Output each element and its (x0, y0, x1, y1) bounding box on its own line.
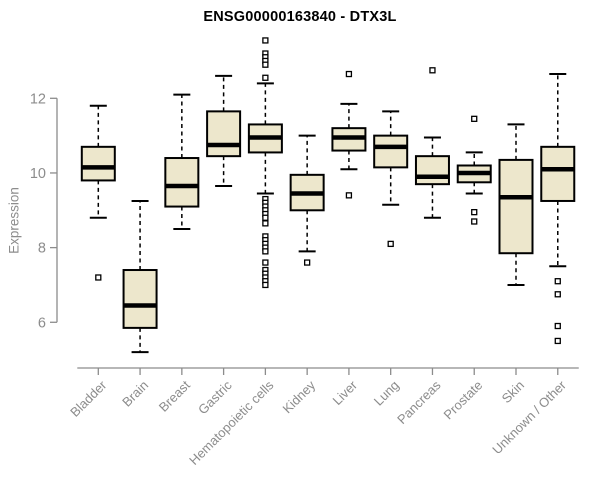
outlier-point (429, 67, 436, 74)
iqr-box (122, 269, 158, 329)
x-tick-label: Prostate (441, 378, 486, 423)
boxplot-liver (331, 70, 367, 199)
x-tick-label: Pancreas (394, 377, 444, 427)
boxplot-bladder (80, 104, 116, 281)
outlier-point (554, 322, 561, 330)
outlier-point (262, 61, 269, 68)
outlier-point (554, 291, 561, 298)
outlier-point (262, 248, 269, 255)
y-tick-label: 10 (30, 166, 46, 182)
iqr-box (540, 145, 576, 202)
iqr-box (498, 158, 534, 255)
y-tick-label: 6 (38, 315, 46, 331)
x-tick-label: Lung (371, 378, 402, 409)
boxplot-gastric (206, 74, 242, 188)
x-tick-label: Brain (119, 378, 151, 410)
outlier-point (262, 37, 269, 44)
outlier-point (262, 220, 269, 227)
iqr-box (373, 134, 409, 169)
outlier-point (345, 70, 353, 78)
boxplot-pancreas (414, 67, 450, 219)
iqr-box (80, 145, 116, 182)
y-axis: 6 8 10 12 (30, 91, 58, 331)
outlier-point (387, 240, 394, 248)
outlier-point (262, 281, 269, 289)
x-tick-label: Bladder (67, 377, 110, 420)
boxplot-unknown-other (540, 73, 576, 345)
y-tick-label: 8 (38, 241, 46, 257)
outlier-point (345, 192, 353, 199)
outlier-point (262, 74, 269, 81)
outlier-point (554, 337, 561, 345)
boxplot-prostate (456, 115, 492, 225)
x-tick-label: Gastric (195, 377, 235, 417)
iqr-box (206, 110, 242, 158)
boxplot-skin (498, 123, 534, 286)
boxplot-brain (122, 199, 158, 354)
boxplot-lung (373, 110, 409, 248)
x-tick-label: Skin (499, 378, 527, 406)
x-tick-label: Liver (330, 377, 361, 408)
outlier-point (554, 278, 561, 285)
outlier-point (303, 259, 311, 266)
boxplot-kidney (289, 134, 325, 266)
outlier-point (262, 214, 269, 221)
iqr-box (414, 155, 450, 186)
outlier-point (95, 274, 102, 281)
x-tick-label: Kidney (280, 377, 319, 416)
outlier-point (471, 209, 478, 216)
x-tick-label: Unknown / Other (489, 377, 569, 457)
chart-title: ENSG00000163840 - DTX3L (203, 9, 397, 25)
x-tick-label: Breast (156, 377, 193, 414)
boxplot-hematopoietic-cells (247, 37, 283, 289)
outlier-point (262, 259, 269, 266)
outlier-point (471, 115, 478, 122)
iqr-box (164, 157, 200, 208)
boxplot-breast (164, 93, 200, 230)
outlier-point (471, 218, 478, 225)
y-tick-label: 12 (30, 91, 46, 107)
